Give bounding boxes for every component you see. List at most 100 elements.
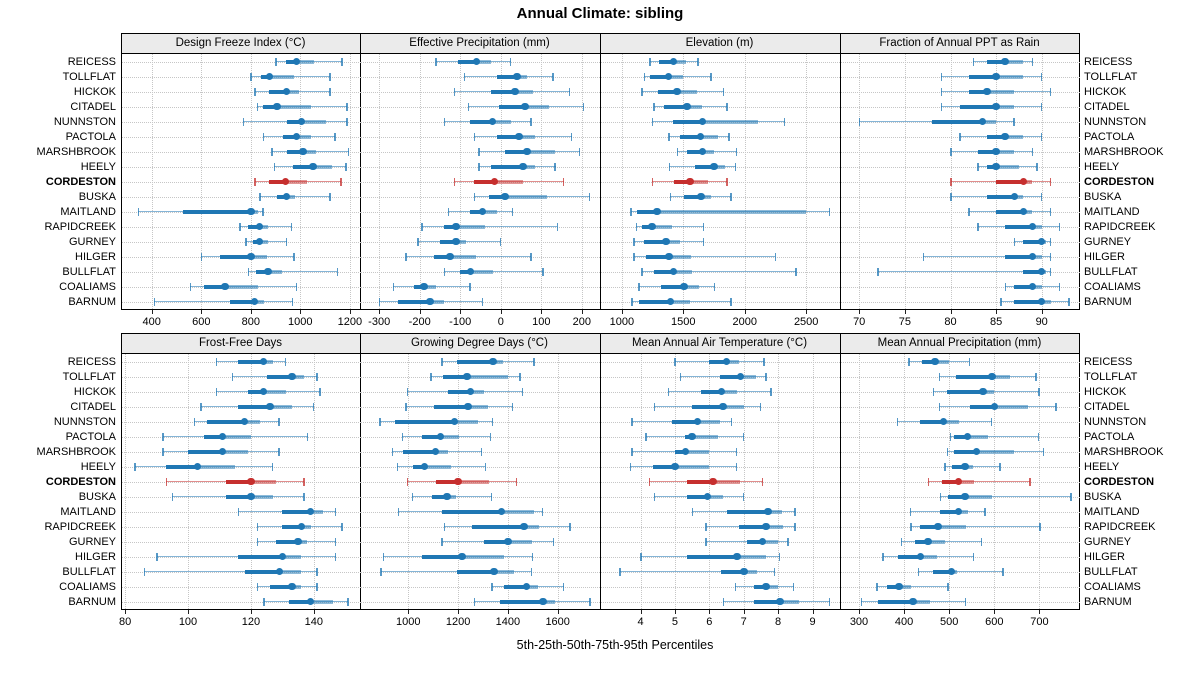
iqr-bar-lower [460,269,471,274]
iqr-bar-lower [441,509,502,514]
iqr-bar-upper [700,134,718,139]
iqr-bar-lower [413,284,424,289]
whisker-cap-left [478,162,480,171]
whisker-cap-right [562,582,565,591]
iqr-bar-lower [203,434,223,439]
median-dot [288,582,296,591]
iqr-bar-upper [250,479,277,484]
station-label-left: COALIAMS [59,580,116,593]
iqr-bar-lower [203,284,225,289]
x-tick-label: 400 [894,616,914,628]
x-tick [812,610,814,614]
whisker-cap-right [1035,372,1037,381]
iqr-bar-lower [488,194,505,199]
whisker-cap-left [256,537,259,546]
iqr-bar-lower [898,554,921,559]
iqr-bar-lower [285,59,297,64]
iqr-bar-upper [987,89,1015,94]
whisker-cap-left [473,597,476,606]
iqr-bar-upper [466,374,508,379]
iqr-bar-lower [987,59,1006,64]
whisker-cap-left [396,462,399,471]
whisker-cap-right [334,507,337,516]
station-label-left: MAITLAND [60,505,116,518]
row-gridline [122,196,361,198]
median-dot [709,477,717,486]
whisker-cap-left [940,87,943,96]
whisker [633,255,776,258]
iqr-bar-lower [683,194,702,199]
whisker-cap-right [531,552,534,561]
whisker-cap-left [977,222,979,231]
median-dot [680,282,688,291]
x-tick [778,610,780,614]
iqr-bar-lower [440,239,457,244]
iqr-bar-upper [965,464,973,469]
x-tick [313,610,315,614]
iqr-bar-lower [263,104,277,109]
whisker-cap-right [728,132,730,141]
iqr-bar-upper [702,119,759,124]
whisker-cap-right [795,267,797,276]
iqr-bar-lower [709,359,727,364]
row-gridline [601,601,840,603]
station-label-right: BUSKA [1084,490,1122,503]
whisker-cap-right [570,132,573,141]
iqr-bar-upper [542,599,556,604]
whisker-cap-left [638,282,640,291]
whisker-cap-left [421,222,423,231]
iqr-bar-lower [238,359,264,364]
median-dot [490,177,499,186]
x-tick [1039,610,1041,614]
station-label-left: MARSHBROOK [36,145,116,158]
iqr-bar-lower [490,89,515,94]
iqr-bar-lower [719,374,741,379]
iqr-bar-lower [288,599,311,604]
row-gridline [122,76,361,78]
iqr-bar-upper [928,539,945,544]
iqr-bar-lower [443,374,467,379]
median-dot [306,507,315,516]
row-gridline [122,181,361,183]
whisker-cap-left [467,102,470,111]
iqr-bar-upper [1023,209,1033,214]
iqr-bar-upper [996,149,1015,154]
x-tick [859,310,861,314]
iqr-bar-upper [692,434,718,439]
iqr-bar-lower [422,434,441,439]
median-dot [683,102,691,111]
iqr-bar-upper [524,524,539,529]
whisker-cap-right [730,297,732,306]
whisker-cap-left [382,552,385,561]
median-dot [519,162,527,171]
station-label-right: CITADEL [1084,400,1130,413]
iqr-bar-upper [656,209,806,214]
x-tick-label: 120 [241,616,261,628]
whisker-cap-right [726,102,728,111]
iqr-bar-upper [1032,224,1042,229]
x-tick-label: 4 [637,616,644,628]
median-dot [266,402,274,411]
strip-label: Mean Annual Precipitation (mm) [877,337,1042,349]
whisker-cap-left [379,417,381,426]
row-gridline [122,61,361,63]
x-tick-label: 100 [532,316,551,328]
median-dot [934,522,942,531]
whisker-cap-right [336,267,338,276]
iqr-bar-upper [296,134,312,139]
strip-label: Effective Precipitation (mm) [409,37,550,49]
whisker-cap-left [653,102,655,111]
x-tick-label: 5 [671,616,678,628]
whisker-cap-left [651,117,653,126]
whisker-cap-left [453,87,456,96]
median-dot [978,117,987,126]
whisker-cap-right [773,567,776,576]
x-tick-label: 75 [898,316,912,328]
x-tick-label: -200 [408,316,431,328]
station-label-left: BUSKA [78,490,116,503]
whisker-cap-right [742,492,745,501]
row-gridline [601,586,840,588]
whisker-cap-left [397,507,400,516]
x-tick-label: 100 [178,616,198,628]
